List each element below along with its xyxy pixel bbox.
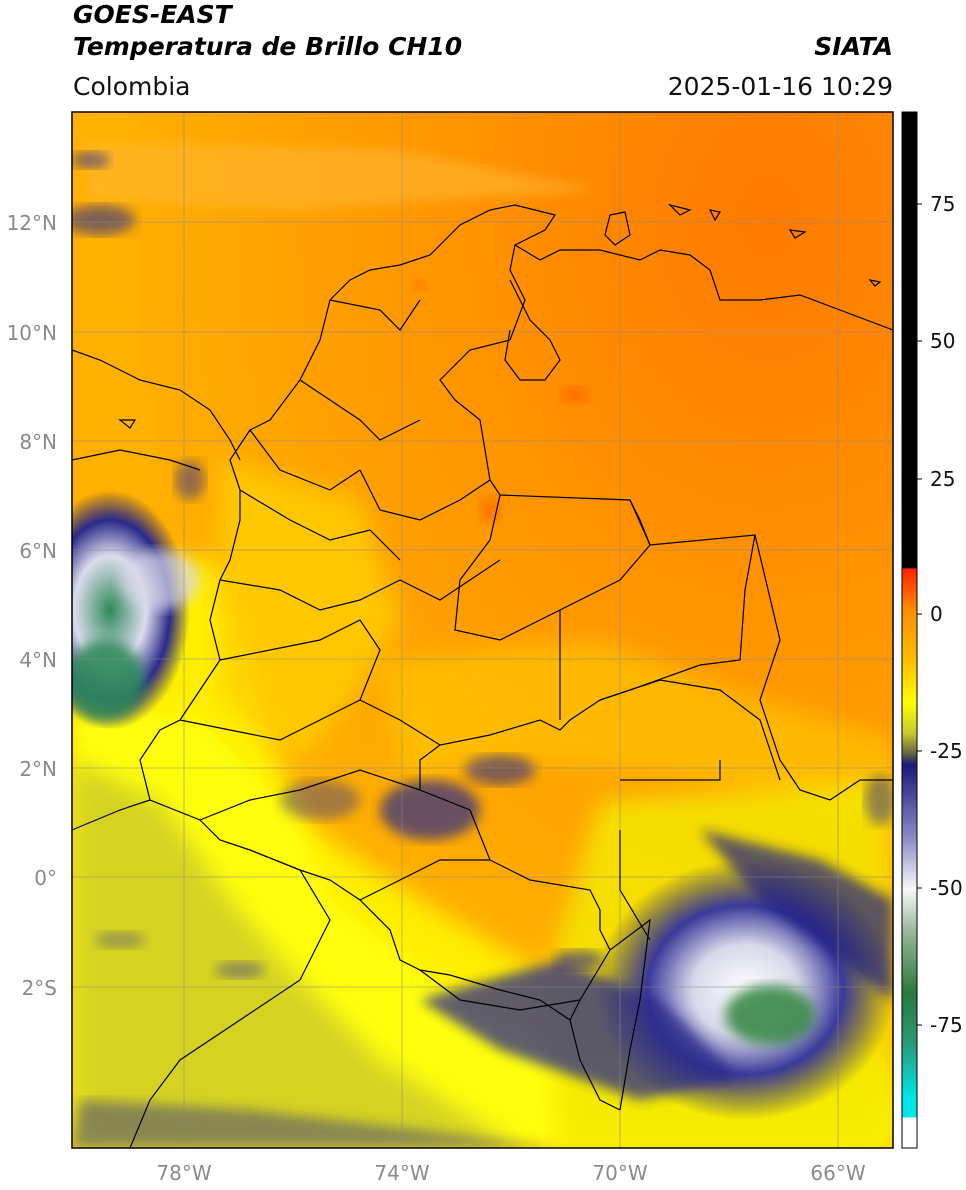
map-frame (71, 111, 894, 1149)
colorbar-tick-0: 0 (930, 602, 943, 626)
lat-label-4N: 4°N (19, 648, 57, 672)
latitude-labels: 12°N 10°N 8°N 6°N 4°N 2°N 0° 2°S (7, 211, 57, 1000)
lat-label-12N: 12°N (7, 211, 57, 235)
country-borders (72, 203, 893, 1148)
gridlines (72, 112, 893, 1148)
lat-label-2N: 2°N (19, 757, 57, 781)
lat-label-10N: 10°N (7, 321, 57, 345)
colorbar-tick-50: 50 (930, 329, 955, 353)
organization-label: SIATA (814, 32, 893, 61)
colorbar: 75 50 25 0 -25 -50 -75 (901, 111, 963, 1149)
lat-label-8N: 8°N (19, 430, 57, 454)
lat-label-6N: 6°N (19, 539, 57, 563)
lon-label-74W: 74°W (374, 1161, 429, 1185)
lon-label-78W: 78°W (156, 1161, 211, 1185)
lat-label-2S: 2°S (22, 976, 57, 1000)
colorbar-tick-neg25: -25 (930, 739, 963, 763)
region-label: Colombia (73, 72, 191, 101)
longitude-labels: 78°W 74°W 70°W 66°W (156, 1161, 865, 1185)
colorbar-tick-neg75: -75 (930, 1013, 963, 1037)
lon-label-66W: 66°W (810, 1161, 865, 1185)
lat-label-0: 0° (34, 866, 57, 890)
datetime-label: 2025-01-16 10:29 (667, 72, 893, 101)
lon-label-70W: 70°W (592, 1161, 647, 1185)
colorbar-scale (901, 111, 918, 1149)
title-product: Temperatura de Brillo CH10 (73, 32, 463, 61)
colorbar-tick-neg50: -50 (930, 876, 963, 900)
title-satellite: GOES-EAST (73, 0, 232, 29)
colorbar-tick-75: 75 (930, 192, 955, 216)
satellite-image (72, 112, 893, 1148)
colorbar-tick-25: 25 (930, 467, 955, 491)
